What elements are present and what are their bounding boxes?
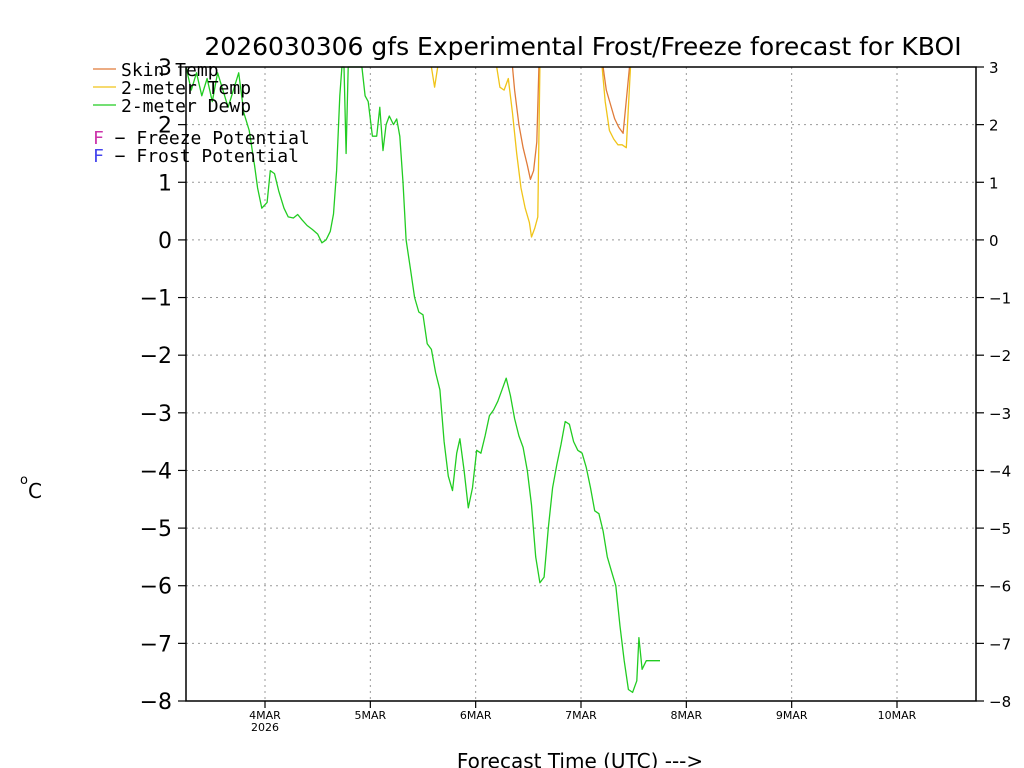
y-tick-label-right: −1	[989, 290, 1011, 308]
legend-label: Skin Temp	[121, 60, 219, 81]
series-layer	[185, 66, 660, 694]
series-line-2-meter-temp	[430, 66, 439, 88]
y-tick-label-right: −6	[989, 578, 1011, 596]
y-tick-label-right: −3	[989, 405, 1011, 423]
x-tick-sublabel: 2026	[251, 721, 279, 734]
y-tick-label-left: −7	[140, 632, 172, 657]
legend-symbol-entry: F − Frost Potential	[93, 146, 299, 167]
legend-label: 2-meter Temp	[121, 78, 251, 99]
y-tick-label-right: 3	[989, 59, 999, 77]
y-tick-label-left: −5	[140, 517, 172, 542]
series-line-2-meter-dewp	[185, 66, 660, 694]
x-tick-label: 5MAR	[354, 709, 386, 722]
y-axis-label-degree: o	[20, 473, 28, 488]
y-tick-label-left: −4	[140, 459, 172, 484]
y-tick-label-right: 1	[989, 174, 999, 192]
x-axis-label: Forecast Time (UTC) --->	[457, 749, 703, 768]
y-axis-left: 3 2 1 0 −1 −2 −3 −4 −5 −6 −7 −8	[140, 56, 186, 715]
y-tick-label-right: −2	[989, 347, 1011, 365]
y-axis-label-unit: C	[28, 479, 42, 503]
y-axis-right: 3 2 1 0 −1 −2 −3 −4 −5 −6 −7 −8	[976, 59, 1011, 711]
y-tick-label-left: −8	[140, 690, 172, 715]
y-tick-label-left: −3	[140, 402, 172, 427]
legend-symbol-entry: F − Freeze Potential	[93, 128, 310, 149]
x-tick-label: 6MAR	[460, 709, 492, 722]
y-tick-label-right: −7	[989, 635, 1011, 653]
y-tick-label-left: −6	[140, 575, 172, 600]
series-line-2-meter-temp	[496, 66, 541, 238]
y-tick-label-right: 2	[989, 117, 999, 135]
y-tick-label-right: 0	[989, 232, 999, 250]
y-tick-label-left: −2	[140, 344, 172, 369]
y-tick-label-left: 1	[158, 171, 172, 196]
chart-title: 2026030306 gfs Experimental Frost/Freeze…	[204, 32, 961, 61]
x-tick-label: 7MAR	[565, 709, 597, 722]
x-tick-label: 9MAR	[776, 709, 808, 722]
y-tick-label-left: 0	[158, 229, 172, 254]
legend-label: 2-meter Dewp	[121, 96, 251, 117]
x-tick-label: 10MAR	[878, 709, 917, 722]
y-tick-label-left: −1	[140, 287, 172, 312]
series-line-2-meter-temp	[601, 66, 632, 149]
plot-frame	[185, 66, 977, 702]
grid-lines	[186, 67, 976, 701]
y-tick-label-left: 2	[158, 114, 172, 139]
x-tick-label: 4MAR	[249, 709, 281, 722]
y-tick-label-right: −4	[989, 462, 1011, 480]
series-line-skin-temp	[511, 66, 540, 181]
y-tick-label-left: 3	[158, 56, 172, 81]
x-tick-label: 8MAR	[670, 709, 702, 722]
y-tick-label-right: −8	[989, 693, 1011, 711]
series-line-skin-temp	[602, 66, 631, 134]
y-tick-label-right: −5	[989, 520, 1011, 538]
